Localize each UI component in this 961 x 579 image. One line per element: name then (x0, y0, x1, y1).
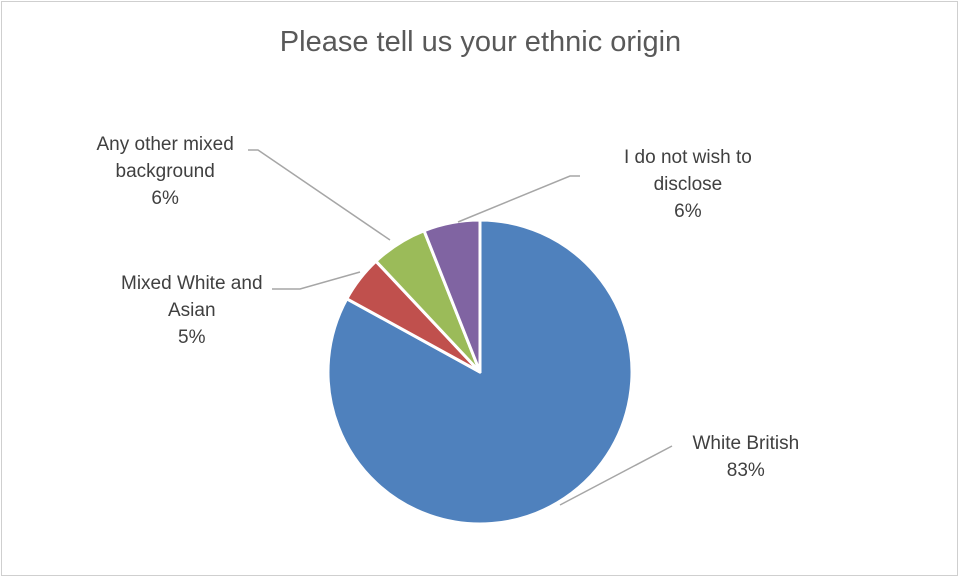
data-label-0: White British 83% (693, 430, 800, 484)
data-label-category-line: background (115, 161, 215, 182)
leader-line-0 (559, 445, 673, 506)
data-label-category-line: White British (692, 433, 800, 454)
data-label-percent: 6% (674, 201, 702, 222)
pie-slice-3 (422, 218, 482, 374)
data-label-category-line: disclose (653, 174, 723, 195)
data-label-percent: 5% (178, 327, 206, 348)
leader-line-1 (272, 271, 361, 290)
data-label-1: Mixed White and Asian 5% (121, 270, 263, 351)
data-label-category-line: Mixed White and (121, 273, 263, 294)
data-label-percent: 83% (726, 460, 765, 481)
data-label-category-line: Asian (167, 300, 216, 321)
leader-line-3 (457, 175, 580, 223)
data-label-2: Any other mixed background 6% (97, 131, 234, 212)
data-label-percent: 6% (151, 188, 179, 209)
data-label-category-line: I do not wish to (624, 147, 752, 168)
chart-title: Please tell us your ethnic origin (279, 26, 682, 58)
data-label-category-line: Any other mixed (96, 134, 234, 155)
data-label-3: I do not wish to disclose 6% (624, 144, 752, 225)
leader-line-2 (248, 149, 391, 241)
